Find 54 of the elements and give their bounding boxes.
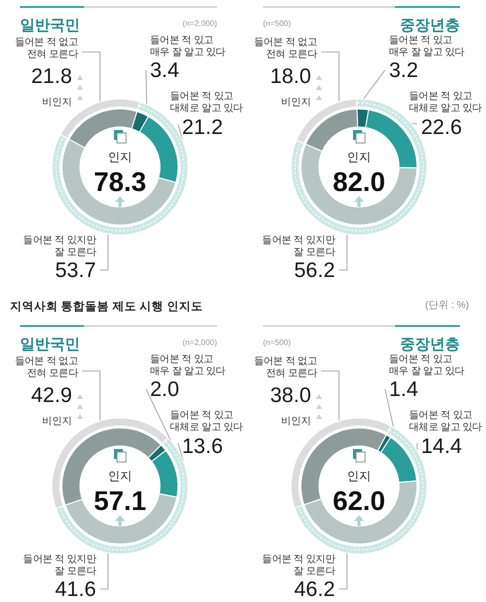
value-label: 56.2 — [294, 259, 335, 282]
title: 중장년층 — [400, 17, 460, 34]
value-label: 46.2 — [294, 578, 335, 601]
value-label: 22.6 — [421, 116, 462, 139]
value-label: 14.4 — [421, 435, 462, 458]
category-label: 인지 — [108, 469, 132, 483]
value-label: 78.3 — [94, 167, 146, 197]
value-label: 1.4 — [389, 378, 418, 401]
category-label: 들어본 적 있고 대체로 알고 있다 — [170, 91, 243, 114]
category-label: 들어본 적 있고 매우 잘 알고 있다 — [389, 354, 464, 377]
value-label: 3.2 — [389, 59, 418, 82]
title: 중장년층 — [400, 336, 460, 353]
title: 일반국민 — [20, 336, 80, 353]
category-label: 인지 — [108, 150, 132, 164]
value-label: 62.0 — [332, 486, 386, 516]
value-label: 53.7 — [55, 259, 96, 282]
category-label: 비인지 — [281, 97, 311, 108]
value-label: 57.1 — [94, 486, 146, 516]
category-label: 인지 — [347, 150, 371, 164]
category-label: 들어본 적 없고 전혀 모른다 — [14, 37, 78, 60]
value-label: 82.0 — [332, 167, 386, 197]
category-label: 들어본 적 없고 전혀 모른다 — [14, 356, 78, 379]
category-label: 비인지 — [281, 416, 311, 427]
category-label: 들어본 적 있지만 잘 모른다 — [23, 554, 96, 577]
category-label: 들어본 적 있고 대체로 알고 있다 — [409, 410, 482, 433]
category-label: 비인지 — [42, 416, 72, 427]
category-label: 들어본 적 있고 대체로 알고 있다 — [170, 410, 243, 433]
category-label: 들어본 적 없고 전혀 모른다 — [254, 37, 317, 60]
annotation: (단위 : %) — [425, 300, 469, 311]
category-label: 들어본 적 있지만 잘 모른다 — [23, 235, 96, 258]
value-label: 21.2 — [182, 116, 223, 139]
value-label: 42.9 — [31, 384, 72, 407]
value-label: 38.0 — [270, 384, 311, 407]
subtitle: (n=2,000) — [182, 338, 217, 347]
value-label: 2.0 — [150, 378, 180, 401]
annotation: 지역사회 통합돌봄 제도 시행 인지도 — [10, 301, 203, 313]
title: 일반국민 — [20, 17, 80, 34]
category-label: 들어본 적 있지만 잘 모른다 — [262, 554, 335, 577]
value-label: 21.8 — [31, 65, 72, 88]
value-label: 41.6 — [55, 578, 96, 601]
category-label: 비인지 — [42, 97, 72, 108]
value-label: 3.4 — [150, 59, 180, 82]
subtitle: (n=2,000) — [182, 19, 217, 28]
subtitle: (n=500) — [263, 338, 291, 347]
category-label: 들어본 적 있고 매우 잘 알고 있다 — [150, 35, 226, 58]
category-label: 들어본 적 있고 매우 잘 알고 있다 — [150, 354, 226, 377]
category-label: 들어본 적 있고 대체로 알고 있다 — [409, 91, 482, 114]
value-label: 13.6 — [182, 435, 223, 458]
value-label: 18.0 — [270, 65, 311, 88]
category-label: 들어본 적 없고 전혀 모른다 — [254, 356, 317, 379]
category-label: 들어본 적 있지만 잘 모른다 — [262, 235, 335, 258]
subtitle: (n=500) — [263, 19, 291, 28]
category-label: 인지 — [347, 469, 371, 483]
category-label: 들어본 적 있고 매우 잘 알고 있다 — [389, 35, 464, 58]
